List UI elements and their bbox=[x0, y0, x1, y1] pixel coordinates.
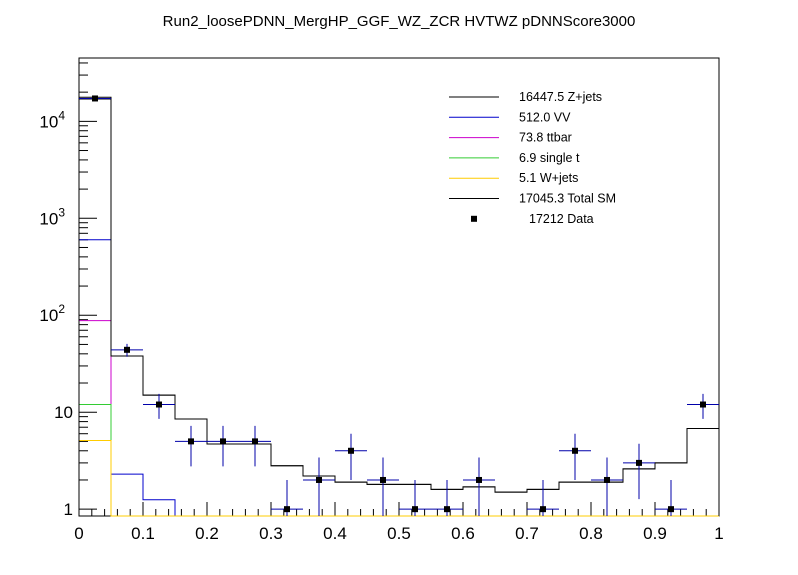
legend: 16447.5 Z+jets 512.0 VV 73.8 ttbar 6.9 sing… bbox=[449, 90, 616, 226]
data-point bbox=[207, 425, 239, 467]
data-point-marker bbox=[188, 438, 194, 445]
legend-data-marker bbox=[471, 215, 477, 222]
data-point-marker bbox=[284, 506, 290, 513]
data-point bbox=[79, 95, 111, 102]
x-tick-label: 0.7 bbox=[515, 524, 539, 543]
data-point-marker bbox=[124, 346, 130, 353]
legend-label: 73.8 ttbar bbox=[519, 131, 572, 145]
data-point-marker bbox=[156, 401, 162, 408]
data-point bbox=[687, 393, 719, 419]
series-w-jets-line bbox=[78, 440, 719, 517]
legend-label: 5.1 W+jets bbox=[519, 171, 578, 185]
data-point bbox=[623, 443, 655, 500]
data-point-marker bbox=[348, 447, 354, 454]
data-point bbox=[271, 479, 303, 516]
legend-label: 17212 Data bbox=[529, 212, 594, 226]
data-point-marker bbox=[380, 476, 386, 483]
data-point-marker bbox=[668, 506, 674, 513]
data-point bbox=[143, 393, 175, 419]
chart-title: Run2_loosePDNN_MergHP_GGF_WZ_ZCR HVTWZ p… bbox=[163, 13, 636, 30]
legend-label: 512.0 VV bbox=[519, 110, 571, 124]
series-total-sm-line bbox=[78, 96, 720, 516]
x-tick-label: 0 bbox=[74, 524, 83, 543]
x-tick-label: 0.5 bbox=[387, 524, 411, 543]
y-tick-label: 102 bbox=[39, 302, 65, 325]
data-point-marker bbox=[316, 476, 322, 483]
x-tick-label: 0.9 bbox=[643, 524, 667, 543]
x-tick-label: 0.3 bbox=[259, 524, 283, 543]
y-tick-label: 10 bbox=[54, 403, 73, 422]
y-tick-label: 1 bbox=[64, 500, 73, 519]
data-point bbox=[463, 457, 495, 516]
x-tick-label: 0.1 bbox=[131, 524, 155, 543]
data-point-marker bbox=[700, 401, 706, 408]
data-point-marker bbox=[444, 506, 450, 513]
data-point-marker bbox=[92, 95, 98, 102]
legend-label: 16447.5 Z+jets bbox=[519, 90, 602, 104]
data-point bbox=[239, 425, 271, 467]
x-tick-label: 0.8 bbox=[579, 524, 603, 543]
data-point bbox=[175, 425, 207, 467]
data-point-marker bbox=[636, 459, 642, 466]
data-point bbox=[111, 343, 143, 357]
data-point-marker bbox=[604, 476, 610, 483]
y-tick-label: 104 bbox=[39, 108, 65, 131]
data-point-marker bbox=[540, 506, 546, 513]
legend-label: 6.9 single t bbox=[519, 151, 580, 165]
data-point-marker bbox=[252, 438, 258, 445]
data-point bbox=[303, 457, 335, 516]
data-point-marker bbox=[572, 447, 578, 454]
series-z-jets-line bbox=[78, 98, 720, 516]
data-point bbox=[655, 479, 687, 516]
data-point bbox=[335, 433, 367, 480]
y-tick-label: 103 bbox=[39, 205, 65, 228]
x-tick-label: 0.2 bbox=[195, 524, 219, 543]
data-point bbox=[591, 457, 623, 516]
data-point bbox=[367, 457, 399, 516]
data-point bbox=[399, 479, 431, 516]
x-tick-label: 0.4 bbox=[323, 524, 347, 543]
data-point bbox=[431, 479, 463, 516]
x-tick-label: 1 bbox=[714, 524, 723, 543]
data-point-marker bbox=[412, 506, 418, 513]
legend-label: 17045.3 Total SM bbox=[519, 192, 616, 206]
plot-frame bbox=[78, 57, 720, 517]
data-point-marker bbox=[220, 438, 226, 445]
x-tick-label: 0.6 bbox=[451, 524, 475, 543]
data-point-marker bbox=[476, 476, 482, 483]
data-point bbox=[559, 433, 591, 480]
data-point bbox=[527, 479, 559, 516]
